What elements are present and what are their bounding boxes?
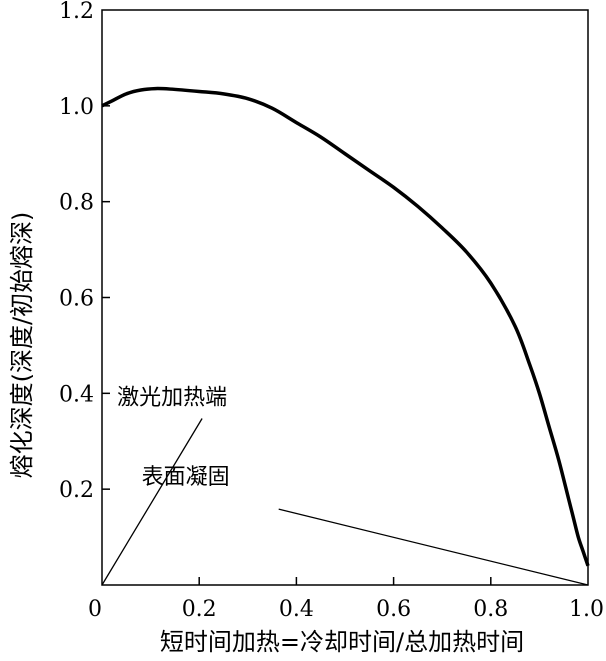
y-tick-label: 0.6	[59, 287, 94, 312]
axes	[101, 9, 589, 586]
series-line	[101, 86, 590, 567]
annotation-leader	[278, 508, 589, 586]
x-tick-label: 0.8	[473, 597, 508, 622]
plot-frame	[101, 9, 589, 586]
x-tick-label: 0	[88, 597, 102, 622]
x-tick-label: 0.2	[182, 597, 217, 622]
y-tick-label: 0.4	[59, 382, 94, 407]
x-tick-label: 0.6	[376, 597, 411, 622]
annotation-label: 表面凝固	[142, 465, 230, 490]
x-tick-label: 0.4	[279, 597, 314, 622]
y-axis-label: 熔化深度(深度/初始熔深)	[8, 212, 36, 479]
y-tick-label: 0.2	[59, 478, 94, 503]
x-axis-label: 短时间加热=冷却时间/总加热时间	[160, 628, 524, 656]
y-tick-label: 0.8	[59, 191, 94, 216]
ticks: 0 0.2 0.4 0.6 0.8 1.0 0.2 0.4 0.6 0.8 1.0 1.2	[59, 0, 604, 622]
series-layer	[101, 86, 590, 567]
y-tick-label: 1.0	[59, 95, 94, 120]
y-tick-label: 1.2	[59, 0, 94, 24]
x-tick-label: 1.0	[569, 597, 604, 622]
annotation-leader	[101, 418, 203, 586]
annotation-label: 激光加热端	[117, 386, 227, 411]
